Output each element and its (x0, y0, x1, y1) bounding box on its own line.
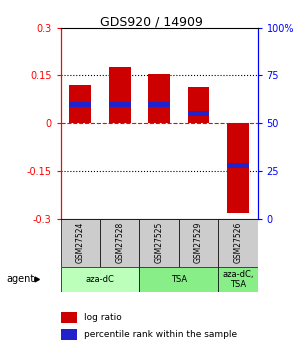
Text: log ratio: log ratio (84, 313, 122, 322)
Text: agent: agent (6, 275, 34, 284)
Bar (148, 74, 170, 123)
Bar (139, 219, 179, 267)
Bar (69, 102, 91, 107)
Text: percentile rank within the sample: percentile rank within the sample (84, 331, 237, 339)
Text: GSM27526: GSM27526 (233, 221, 242, 263)
Text: GSM27525: GSM27525 (155, 221, 164, 263)
Bar (148, 102, 170, 107)
Bar (179, 219, 218, 267)
Bar (61, 312, 77, 323)
Bar (69, 85, 91, 123)
Bar (218, 267, 258, 292)
Bar (188, 111, 209, 116)
Bar (100, 219, 139, 267)
Bar (188, 87, 209, 123)
Text: TSA: TSA (171, 275, 187, 284)
Polygon shape (35, 277, 39, 282)
Bar (109, 68, 131, 123)
Bar (227, 123, 249, 213)
Bar (227, 163, 249, 168)
Bar (109, 102, 131, 107)
Text: GSM27528: GSM27528 (115, 221, 124, 263)
Bar (61, 329, 77, 340)
Text: aza-dC,
TSA: aza-dC, TSA (222, 270, 254, 289)
Text: GSM27529: GSM27529 (194, 221, 203, 263)
Bar (218, 219, 258, 267)
Bar (61, 267, 139, 292)
Bar (61, 219, 100, 267)
Text: GSM27524: GSM27524 (76, 221, 85, 263)
Text: aza-dC: aza-dC (85, 275, 115, 284)
Text: GDS920 / 14909: GDS920 / 14909 (100, 16, 203, 29)
Bar (139, 267, 218, 292)
